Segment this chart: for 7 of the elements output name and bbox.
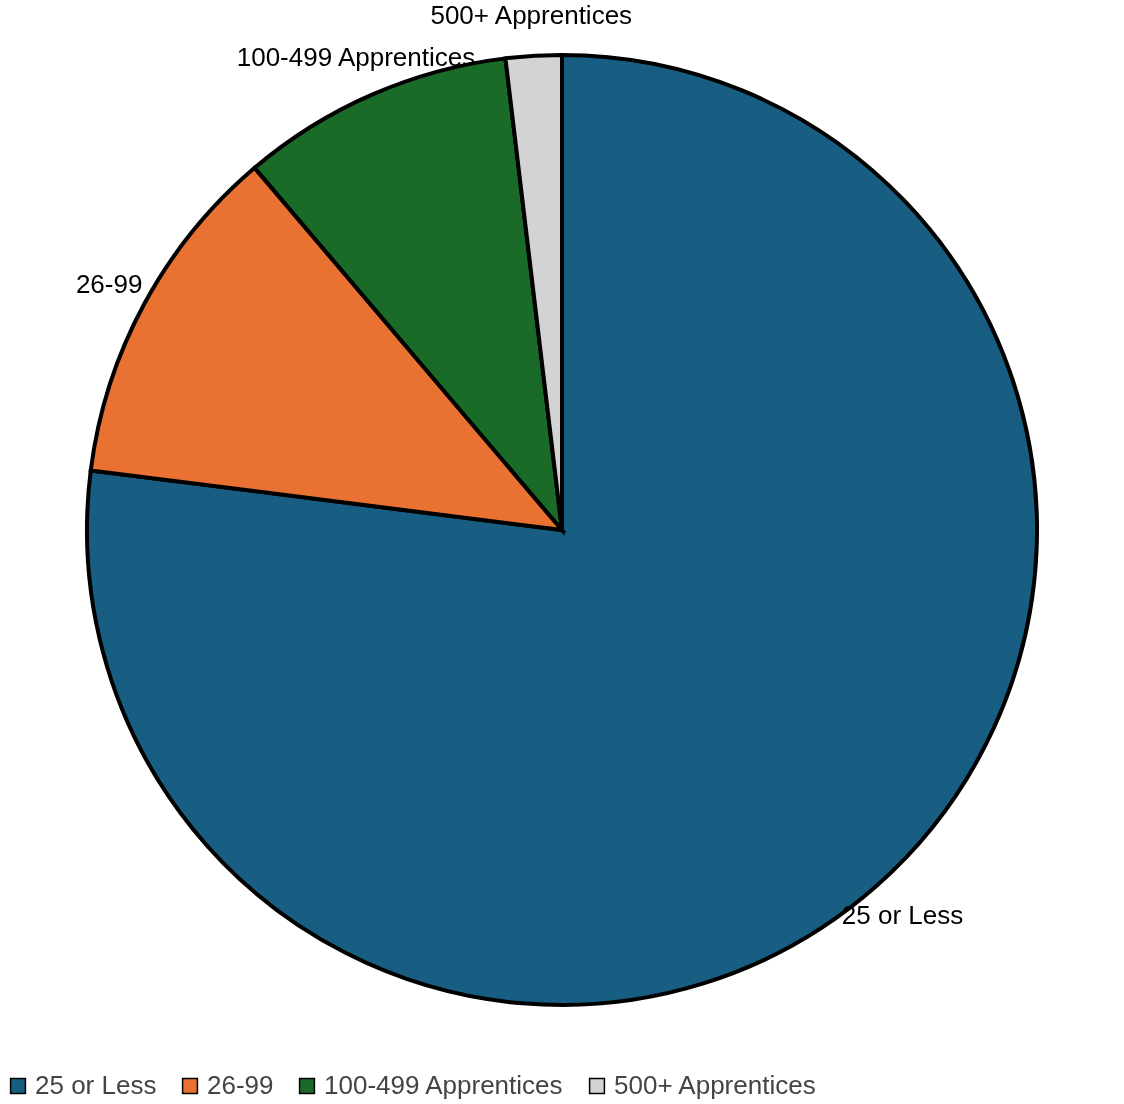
legend-label: 25 or Less	[35, 1070, 157, 1100]
slice-label: 100-499 Apprentices	[236, 42, 476, 72]
legend-label: 26-99	[207, 1070, 274, 1100]
legend-label: 100-499 Apprentices	[324, 1070, 563, 1100]
slice-label: 26-99	[75, 268, 143, 299]
slice-label: 500+ Apprentices	[430, 0, 633, 30]
legend-label: 500+ Apprentices	[614, 1070, 816, 1100]
